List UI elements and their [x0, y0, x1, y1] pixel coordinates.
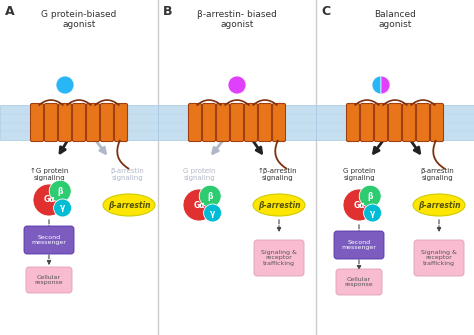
Circle shape	[56, 76, 74, 94]
Text: β: β	[367, 192, 373, 201]
Text: Cellular
response: Cellular response	[345, 277, 374, 287]
FancyBboxPatch shape	[189, 104, 201, 141]
Circle shape	[343, 189, 375, 221]
Text: G protein
signaling: G protein signaling	[343, 168, 375, 181]
Circle shape	[359, 185, 381, 207]
FancyBboxPatch shape	[230, 104, 244, 141]
FancyBboxPatch shape	[361, 104, 374, 141]
Circle shape	[199, 185, 221, 207]
FancyBboxPatch shape	[202, 104, 216, 141]
FancyBboxPatch shape	[45, 104, 57, 141]
FancyBboxPatch shape	[346, 104, 359, 141]
Text: Cellular
response: Cellular response	[35, 275, 64, 285]
FancyBboxPatch shape	[414, 240, 464, 276]
Circle shape	[183, 189, 215, 221]
FancyBboxPatch shape	[389, 104, 401, 141]
FancyBboxPatch shape	[26, 267, 72, 293]
Circle shape	[364, 204, 382, 222]
Circle shape	[54, 199, 72, 217]
FancyBboxPatch shape	[374, 104, 388, 141]
FancyBboxPatch shape	[273, 104, 285, 141]
FancyBboxPatch shape	[254, 240, 304, 276]
Bar	[316, 105, 474, 140]
FancyBboxPatch shape	[115, 104, 128, 141]
FancyBboxPatch shape	[430, 104, 444, 141]
Text: ↑β-arrestin
signaling: ↑β-arrestin signaling	[257, 168, 297, 181]
FancyBboxPatch shape	[58, 104, 72, 141]
Text: β-arrestin
signaling: β-arrestin signaling	[420, 168, 454, 181]
Text: Balanced
agonist: Balanced agonist	[374, 10, 416, 29]
Wedge shape	[372, 76, 381, 94]
Text: Second
messenger: Second messenger	[32, 234, 66, 246]
FancyBboxPatch shape	[30, 104, 44, 141]
Bar	[0, 105, 158, 140]
Text: γ: γ	[370, 208, 375, 217]
Text: Gα: Gα	[43, 196, 55, 204]
FancyBboxPatch shape	[258, 104, 272, 141]
FancyBboxPatch shape	[86, 104, 100, 141]
Text: β: β	[208, 192, 213, 201]
FancyBboxPatch shape	[73, 104, 85, 141]
Text: Second
messenger: Second messenger	[342, 240, 376, 250]
FancyBboxPatch shape	[100, 104, 113, 141]
Ellipse shape	[413, 194, 465, 216]
Circle shape	[204, 204, 222, 222]
Text: β: β	[57, 187, 63, 196]
Text: Signaling &
receptor
trafficking: Signaling & receptor trafficking	[261, 250, 297, 266]
FancyBboxPatch shape	[417, 104, 429, 141]
FancyBboxPatch shape	[402, 104, 416, 141]
Circle shape	[33, 184, 65, 216]
Ellipse shape	[103, 194, 155, 216]
FancyBboxPatch shape	[217, 104, 229, 141]
FancyBboxPatch shape	[336, 269, 382, 295]
Circle shape	[49, 180, 71, 202]
Text: G protein-biased
agonist: G protein-biased agonist	[41, 10, 117, 29]
Text: β-arrestin- biased
agonist: β-arrestin- biased agonist	[197, 10, 277, 29]
Text: Gα: Gα	[353, 201, 365, 209]
Text: β-arrestin
signaling: β-arrestin signaling	[110, 168, 144, 181]
Text: β-arrestin: β-arrestin	[418, 201, 460, 209]
Text: B: B	[163, 5, 173, 18]
Text: ↑G protein
signaling: ↑G protein signaling	[30, 168, 68, 181]
FancyBboxPatch shape	[24, 226, 74, 254]
Circle shape	[228, 76, 246, 94]
Ellipse shape	[253, 194, 305, 216]
FancyBboxPatch shape	[245, 104, 257, 141]
FancyBboxPatch shape	[334, 231, 384, 259]
Text: A: A	[5, 5, 15, 18]
Text: Gα: Gα	[193, 201, 205, 209]
Text: β-arrestin: β-arrestin	[108, 201, 150, 209]
Text: γ: γ	[210, 208, 215, 217]
Text: C: C	[321, 5, 330, 18]
Text: β-arrestin: β-arrestin	[258, 201, 300, 209]
Text: Signaling &
receptor
trafficking: Signaling & receptor trafficking	[421, 250, 457, 266]
Wedge shape	[381, 76, 390, 94]
Bar	[158, 105, 316, 140]
Text: G protein
signaling: G protein signaling	[183, 168, 215, 181]
Text: γ: γ	[60, 203, 65, 212]
